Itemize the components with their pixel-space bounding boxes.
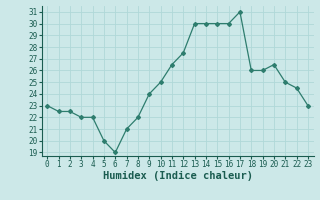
X-axis label: Humidex (Indice chaleur): Humidex (Indice chaleur)	[103, 171, 252, 181]
